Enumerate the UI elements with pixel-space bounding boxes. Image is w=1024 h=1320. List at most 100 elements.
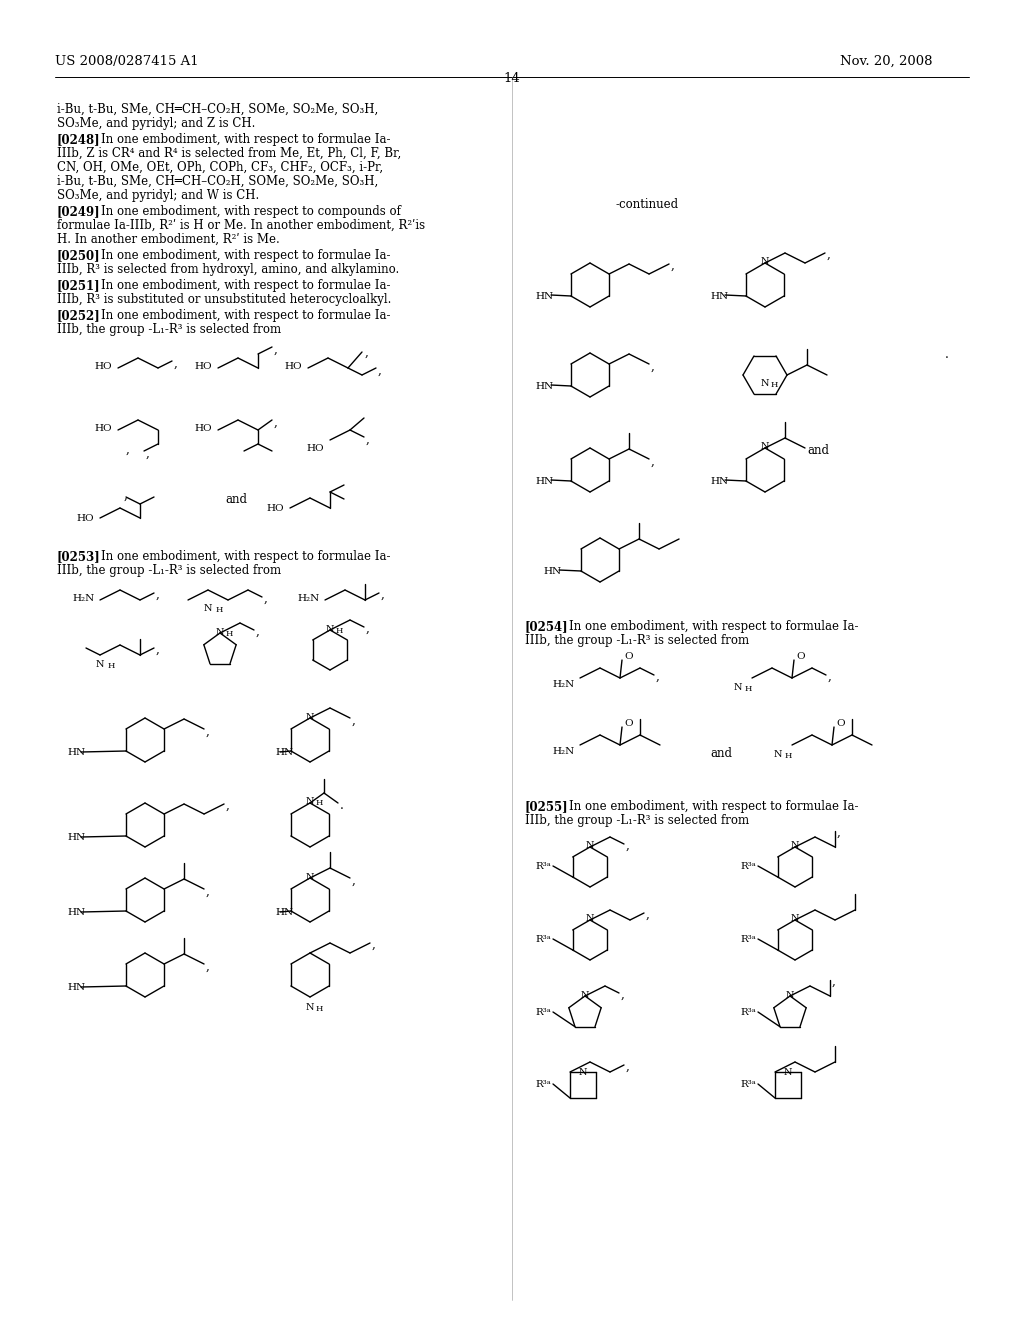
Text: ,: , [124, 488, 128, 502]
Text: R³ᵃ: R³ᵃ [740, 862, 756, 871]
Text: HN: HN [535, 292, 553, 301]
Text: N: N [784, 1068, 793, 1077]
Text: .: . [340, 799, 344, 812]
Text: H. In another embodiment, R²ʹ is Me.: H. In another embodiment, R²ʹ is Me. [57, 234, 280, 246]
Text: H₂N: H₂N [297, 594, 319, 603]
Text: ,: , [156, 643, 160, 656]
Text: N: N [306, 1003, 314, 1012]
Text: In one embodiment, with respect to formulae Ia-: In one embodiment, with respect to formu… [569, 620, 858, 634]
Text: N: N [306, 797, 314, 807]
Text: HN: HN [535, 381, 553, 391]
Text: R³ᵃ: R³ᵃ [535, 1008, 551, 1016]
Text: HN: HN [535, 477, 553, 486]
Text: IIIb, the group -L₁-R³ is selected from: IIIb, the group -L₁-R³ is selected from [57, 564, 282, 577]
Text: [0248]: [0248] [57, 133, 100, 147]
Text: ,: , [646, 908, 650, 921]
Text: HN: HN [67, 983, 85, 993]
Text: H: H [316, 1005, 324, 1012]
Text: N: N [761, 442, 769, 451]
Text: HN: HN [710, 477, 728, 486]
Text: R³ᵃ: R³ᵃ [535, 862, 551, 871]
Text: O: O [796, 652, 805, 661]
Text: and: and [225, 492, 247, 506]
Text: ,: , [626, 840, 630, 851]
Text: ,: , [206, 725, 210, 738]
Text: N: N [791, 841, 800, 850]
Text: R³ᵃ: R³ᵃ [535, 1080, 551, 1089]
Text: and: and [710, 747, 732, 760]
Text: N: N [216, 628, 224, 638]
Text: N: N [581, 991, 590, 1001]
Text: IIIb, the group -L₁-R³ is selected from: IIIb, the group -L₁-R³ is selected from [525, 634, 750, 647]
Text: ,: , [206, 884, 210, 898]
Text: H: H [336, 627, 343, 635]
Text: H₂N: H₂N [72, 594, 94, 603]
Text: N: N [306, 873, 314, 882]
Text: N: N [306, 713, 314, 722]
Text: [0254]: [0254] [525, 620, 568, 634]
Text: ,: , [381, 587, 385, 601]
Text: formulae Ia-IIIb, R²ʹ is H or Me. In another embodiment, R²ʹis: formulae Ia-IIIb, R²ʹ is H or Me. In ano… [57, 219, 425, 232]
Text: ,: , [174, 356, 178, 370]
Text: ,: , [274, 416, 278, 429]
Text: N: N [586, 913, 595, 923]
Text: IIIb, Z is CR⁴ and R⁴ is selected from Me, Et, Ph, Cl, F, Br,: IIIb, Z is CR⁴ and R⁴ is selected from M… [57, 147, 401, 160]
Text: O: O [624, 652, 633, 661]
Text: [0250]: [0250] [57, 249, 100, 261]
Text: ,: , [226, 799, 230, 812]
Text: ,: , [365, 346, 369, 359]
Text: .: . [945, 348, 949, 360]
Text: In one embodiment, with respect to formulae Ia-: In one embodiment, with respect to formu… [101, 133, 390, 147]
Text: ,: , [366, 622, 370, 635]
Text: [0252]: [0252] [57, 309, 100, 322]
Text: H: H [785, 752, 793, 760]
Text: O: O [624, 719, 633, 729]
Text: ,: , [827, 248, 830, 261]
Text: ,: , [831, 975, 836, 987]
Text: In one embodiment, with respect to compounds of: In one embodiment, with respect to compo… [101, 205, 400, 218]
Text: Nov. 20, 2008: Nov. 20, 2008 [840, 55, 933, 69]
Text: IIIb, the group -L₁-R³ is selected from: IIIb, the group -L₁-R³ is selected from [57, 323, 282, 337]
Text: In one embodiment, with respect to formulae Ia-: In one embodiment, with respect to formu… [569, 800, 858, 813]
Text: HO: HO [194, 362, 212, 371]
Text: ,: , [671, 259, 675, 272]
Text: H₂N: H₂N [552, 747, 574, 756]
Text: HO: HO [284, 362, 302, 371]
Text: N: N [734, 682, 742, 692]
Text: ,: , [621, 987, 625, 1001]
Text: HN: HN [67, 908, 85, 917]
Text: N: N [326, 624, 335, 634]
Text: R³ᵃ: R³ᵃ [535, 935, 551, 944]
Text: ,: , [146, 447, 150, 459]
Text: N: N [204, 605, 213, 612]
Text: CN, OH, OMe, OEt, OPh, COPh, CF₃, CHF₂, OCF₃, i-Pr,: CN, OH, OMe, OEt, OPh, COPh, CF₃, CHF₂, … [57, 161, 383, 174]
Text: In one embodiment, with respect to formulae Ia-: In one embodiment, with respect to formu… [101, 279, 390, 292]
Text: H: H [108, 663, 116, 671]
Text: ,: , [126, 444, 130, 455]
Text: [0251]: [0251] [57, 279, 100, 292]
Text: SO₃Me, and pyridyl; and W is CH.: SO₃Me, and pyridyl; and W is CH. [57, 189, 259, 202]
Text: H: H [226, 630, 233, 638]
Text: HO: HO [194, 424, 212, 433]
Text: N: N [774, 750, 782, 759]
Text: ,: , [264, 591, 268, 605]
Text: HN: HN [543, 568, 561, 576]
Text: ,: , [274, 343, 278, 356]
Text: ,: , [366, 433, 370, 446]
Text: HO: HO [94, 362, 112, 371]
Text: HN: HN [67, 748, 85, 756]
Text: ,: , [156, 587, 160, 601]
Text: ,: , [372, 939, 376, 950]
Text: H: H [316, 799, 324, 807]
Text: HO: HO [76, 513, 93, 523]
Text: H: H [771, 381, 778, 389]
Text: N: N [786, 991, 795, 1001]
Text: HO: HO [94, 424, 112, 433]
Text: ,: , [651, 455, 655, 469]
Text: ,: , [837, 826, 841, 840]
Text: H₂N: H₂N [552, 680, 574, 689]
Text: H: H [216, 606, 223, 614]
Text: US 2008/0287415 A1: US 2008/0287415 A1 [55, 55, 199, 69]
Text: i-Bu, t-Bu, SMe, CH═CH–CO₂H, SOMe, SO₂Me, SO₃H,: i-Bu, t-Bu, SMe, CH═CH–CO₂H, SOMe, SO₂Me… [57, 103, 378, 116]
Text: ,: , [378, 364, 382, 378]
